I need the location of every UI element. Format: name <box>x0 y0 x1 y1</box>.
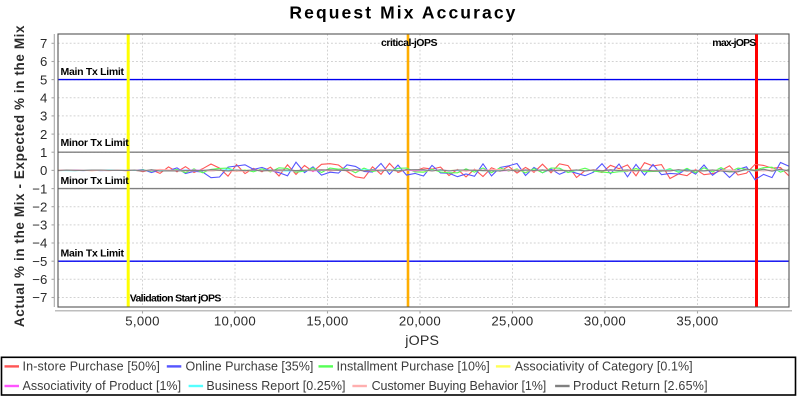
svg-text:Main Tx Limit: Main Tx Limit <box>61 247 125 259</box>
svg-text:−7: −7 <box>32 290 47 305</box>
svg-text:−2: −2 <box>32 199 47 214</box>
svg-text:5,000: 5,000 <box>125 314 160 329</box>
svg-text:10,000: 10,000 <box>214 314 256 329</box>
svg-text:−1: −1 <box>32 181 47 196</box>
svg-text:25,000: 25,000 <box>491 314 533 329</box>
svg-text:Installment Purchase [10%]: Installment Purchase [10%] <box>337 360 490 374</box>
svg-text:30,000: 30,000 <box>584 314 626 329</box>
svg-text:−5: −5 <box>32 254 47 269</box>
svg-text:5: 5 <box>40 72 47 87</box>
svg-text:6: 6 <box>40 54 47 69</box>
svg-text:0: 0 <box>40 163 47 178</box>
svg-text:20,000: 20,000 <box>399 314 441 329</box>
svg-text:7: 7 <box>40 36 47 51</box>
svg-text:Minor Tx Limit: Minor Tx Limit <box>61 175 130 187</box>
svg-text:critical-jOPS: critical-jOPS <box>381 37 437 49</box>
svg-text:jOPS: jOPS <box>404 333 439 349</box>
svg-text:Associativity of Category [0.1: Associativity of Category [0.1%] <box>515 360 693 374</box>
svg-text:35,000: 35,000 <box>676 314 718 329</box>
svg-text:Validation Start jOPS: Validation Start jOPS <box>130 292 222 304</box>
svg-text:−6: −6 <box>32 272 47 287</box>
svg-text:3: 3 <box>40 109 47 124</box>
svg-text:Customer Buying Behavior [1%]: Customer Buying Behavior [1%] <box>372 379 547 393</box>
svg-text:Minor Tx Limit: Minor Tx Limit <box>61 137 130 149</box>
svg-text:−4: −4 <box>32 236 47 251</box>
svg-text:15,000: 15,000 <box>306 314 348 329</box>
svg-text:Business Report [0.25%]: Business Report [0.25%] <box>206 379 345 393</box>
svg-text:Online Purchase [35%]: Online Purchase [35%] <box>186 360 314 374</box>
svg-text:In-store Purchase [50%]: In-store Purchase [50%] <box>23 360 161 374</box>
svg-text:Request Mix Accuracy: Request Mix Accuracy <box>289 3 517 23</box>
svg-text:1: 1 <box>40 145 47 160</box>
svg-text:Main Tx Limit: Main Tx Limit <box>61 66 125 78</box>
svg-text:max-jOPS: max-jOPS <box>712 37 756 49</box>
svg-text:4: 4 <box>40 91 47 106</box>
svg-text:2: 2 <box>40 127 47 142</box>
svg-text:−3: −3 <box>32 218 47 233</box>
svg-text:Associativity of Product [1%]: Associativity of Product [1%] <box>23 379 182 393</box>
svg-text:Product Return [2.65%]: Product Return [2.65%] <box>573 379 708 393</box>
svg-text:Actual % in the Mix - Expected: Actual % in the Mix - Expected % in the … <box>12 25 27 327</box>
